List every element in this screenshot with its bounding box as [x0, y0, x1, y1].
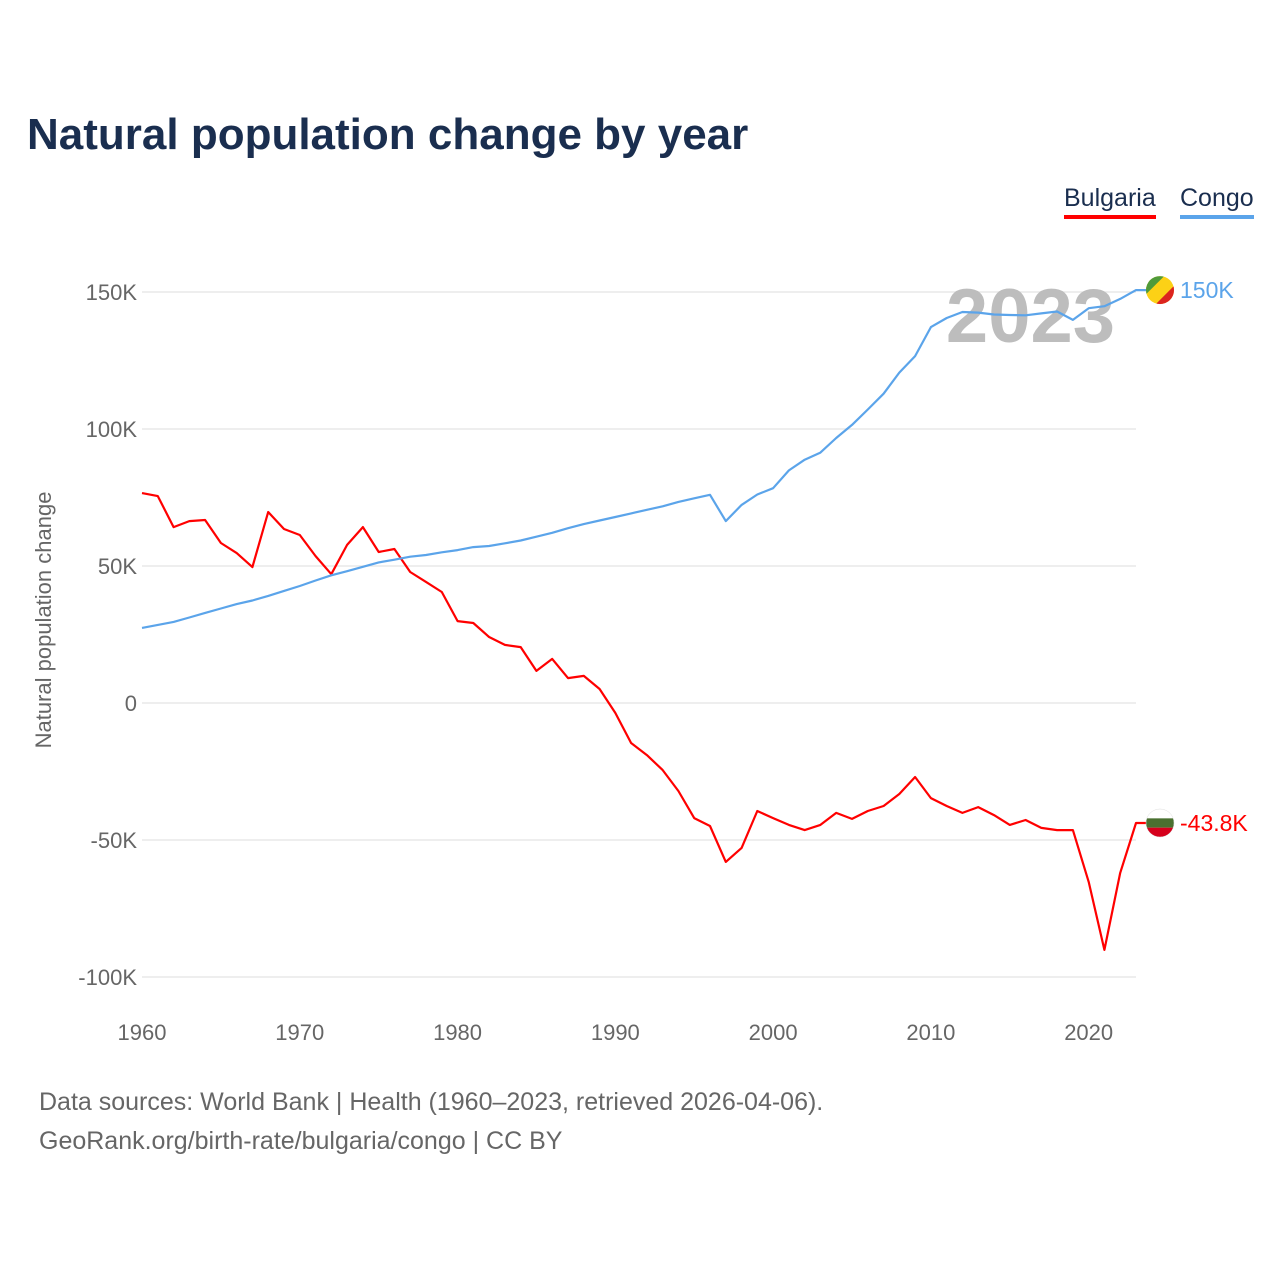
legend-congo[interactable]: Congo: [1180, 184, 1254, 219]
x-tick-label: 1970: [275, 1020, 324, 1045]
series-line-bulgaria: [141, 492, 1146, 952]
chart-title: Natural population change by year: [27, 110, 749, 159]
x-tick-label: 2000: [749, 1020, 798, 1045]
end-value-label-bulgaria: -43.8K: [1180, 810, 1248, 836]
y-tick-label: 50K: [98, 554, 137, 579]
congo-flag-icon: [1146, 276, 1174, 305]
y-axis-label: Natural population change: [31, 492, 56, 749]
x-tick-label: 1960: [118, 1020, 167, 1045]
legend-bulgaria[interactable]: Bulgaria: [1064, 184, 1156, 219]
series-line-congo: [141, 289, 1146, 629]
x-tick-label: 1990: [591, 1020, 640, 1045]
y-tick-label: -100K: [78, 965, 137, 990]
x-tick-label: 1980: [433, 1020, 482, 1045]
y-tick-label: 0: [125, 691, 137, 716]
x-tick-label: 2010: [906, 1020, 955, 1045]
footer-sources: Data sources: World Bank | Health (1960–…: [39, 1088, 824, 1116]
year-watermark: 2023: [946, 274, 1115, 359]
y-tick-label: -50K: [91, 828, 138, 853]
bulgaria-flag-icon: [1145, 808, 1175, 838]
y-tick-label: 100K: [86, 417, 138, 442]
footer-attribution[interactable]: GeoRank.org/birth-rate/bulgaria/congo | …: [39, 1127, 563, 1155]
end-value-label-congo: 150K: [1180, 277, 1234, 303]
y-tick-label: 150K: [86, 280, 138, 305]
x-tick-label: 2020: [1064, 1020, 1113, 1045]
